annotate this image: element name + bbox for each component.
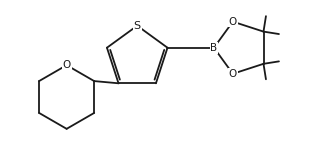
Text: B: B [210, 43, 218, 53]
Text: O: O [229, 69, 237, 79]
Text: S: S [134, 21, 141, 31]
Text: O: O [229, 17, 237, 27]
Text: O: O [63, 60, 71, 70]
